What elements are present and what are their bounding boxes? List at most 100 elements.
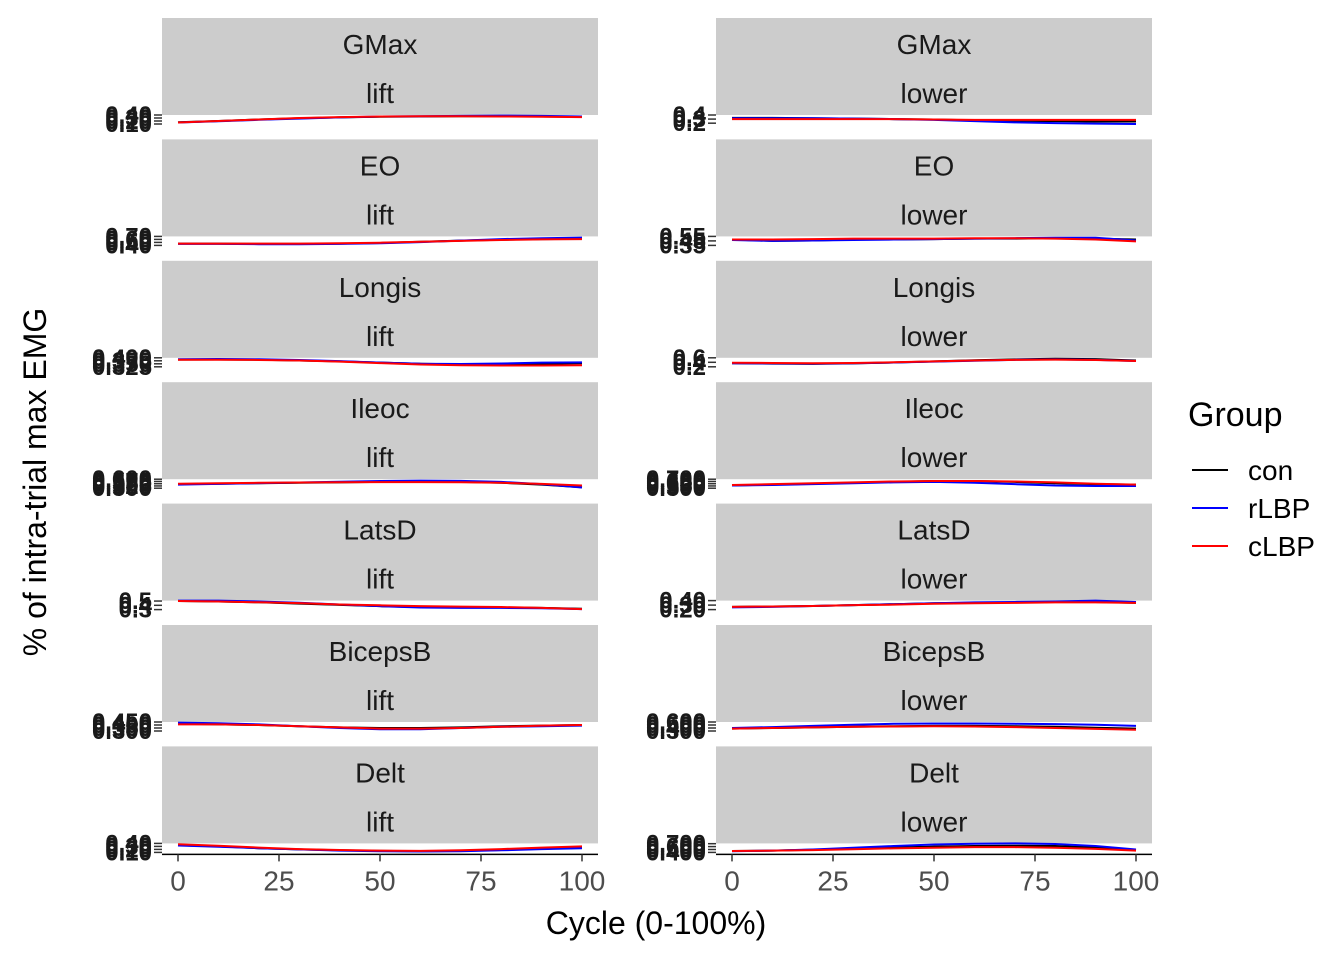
y-tick-label: 0.40 [105, 102, 152, 129]
y-tick-label: 0.500 [646, 836, 706, 863]
facet-strip [716, 503, 1152, 601]
y-tick-label: 0.600 [646, 471, 706, 498]
y-tick-label: 0.300 [646, 718, 706, 745]
strip-muscle-label: Delt [909, 757, 959, 788]
facet-strip [162, 382, 598, 480]
strip-phase-label: lower [901, 199, 968, 230]
series-line-cLBP [731, 480, 1137, 487]
y-tick-label: 0.300 [92, 718, 152, 745]
series-line-rLBP [731, 722, 1137, 729]
series-line-cLBP [731, 725, 1137, 731]
legend-title: Group [1188, 396, 1283, 434]
y-tick-label: 0.40 [659, 588, 706, 615]
y-tick-label: 0.20 [105, 108, 152, 135]
y-tick-label: 0.350 [92, 715, 152, 742]
strip-phase-label: lower [901, 564, 968, 595]
facet-strip [716, 139, 1152, 237]
series-line-cLBP [178, 723, 583, 730]
y-tick-label: 0.400 [646, 839, 706, 866]
legend: Group con rLBP cLBP [1188, 396, 1315, 562]
y-tick-label: 0.600 [92, 466, 152, 493]
strip-muscle-label: Longis [339, 272, 422, 303]
x-axes: 0 25 50 75 100 0 25 50 75 100 [162, 853, 1159, 896]
y-tick-label: 0.4 [673, 349, 707, 376]
y-tick-label: 0.400 [646, 715, 706, 742]
facet-longis-lower: Longis lower 0.20.40.6 [673, 260, 1152, 381]
x-tick-label: 50 [918, 865, 949, 896]
strip-phase-label: lower [901, 806, 968, 837]
y-tick-label: 0.40 [105, 232, 152, 259]
y-tick-label: 0.4 [119, 592, 153, 619]
series-line-cLBP [731, 358, 1137, 365]
series-line-cLBP [732, 118, 1136, 121]
series-line-cLBP [178, 238, 583, 245]
legend-item-con: con [1192, 455, 1293, 486]
series-line-cLBP [178, 358, 583, 367]
y-tick-label: 0.6 [673, 345, 706, 372]
x-axis-lift: 0 25 50 75 100 [162, 853, 605, 896]
series-line-cLBP [177, 843, 583, 852]
strip-muscle-label: Delt [355, 757, 405, 788]
y-tick-label: 0.325 [92, 354, 152, 381]
y-tick-label: 0.2 [673, 110, 706, 137]
y-tick-label: 0.2 [673, 354, 706, 381]
y-tick-label: 0.20 [105, 836, 152, 863]
series-line-cLBP [731, 601, 1137, 608]
y-tick-label: 0.40 [105, 830, 152, 857]
strip-phase-label: lift [366, 442, 394, 473]
strip-muscle-label: LatsD [343, 515, 416, 546]
y-tick-label: 0.10 [105, 111, 152, 138]
strip-phase-label: lift [366, 199, 394, 230]
y-tick-label: 0.3 [673, 106, 706, 133]
legend-item-rLBP: rLBP [1192, 493, 1310, 524]
y-tick-label: 0.575 [92, 468, 152, 495]
facet-strip [716, 625, 1152, 722]
strip-phase-label: lift [366, 685, 394, 716]
series-line-cLBP [177, 481, 583, 487]
strip-phase-label: lower [901, 442, 968, 473]
x-axis-title: Cycle (0-100%) [546, 905, 767, 941]
y-tick-label: 0.20 [659, 597, 706, 624]
facet-strip [716, 746, 1152, 844]
legend-label: con [1248, 455, 1293, 486]
y-tick-label: 0.3 [119, 597, 152, 624]
facet-eo-lower: EO lower 0.350.450.55 [659, 139, 1152, 259]
y-tick-label: 0.35 [659, 232, 706, 259]
legend-label: rLBP [1248, 493, 1310, 524]
facet-latsd-lift: LatsD lift 0.30.40.5 [119, 503, 598, 624]
y-tick-label: 0.550 [646, 473, 706, 500]
y-tick-label: 0.50 [105, 229, 152, 256]
strip-muscle-label: Longis [893, 272, 976, 303]
strip-phase-label: lift [366, 321, 394, 352]
y-tick-label: 0.5 [119, 588, 152, 615]
series-line-cLBP [731, 846, 1137, 852]
x-tick-label: 50 [364, 865, 395, 896]
y-tick-label: 0.450 [92, 709, 152, 736]
strip-phase-label: lift [366, 78, 394, 109]
y-tick-label: 0.55 [659, 223, 706, 250]
x-tick-label: 0 [724, 865, 740, 896]
y-tick-label: 0.700 [646, 831, 706, 858]
y-tick-label: 0.45 [659, 228, 706, 255]
strip-muscle-label: EO [360, 150, 400, 181]
strip-muscle-label: GMax [343, 29, 418, 60]
facet-strip [716, 18, 1152, 115]
x-tick-label: 0 [170, 865, 186, 896]
y-tick-label: 0.30 [659, 592, 706, 619]
y-tick-label: 0.500 [92, 475, 152, 502]
facet-strip [716, 260, 1152, 358]
y-tick-label: 0.10 [105, 839, 152, 866]
facet-gmax-lower: GMax lower 0.20.30.4 [673, 18, 1152, 137]
strip-muscle-label: GMax [897, 29, 972, 60]
y-tick-label: 0.700 [646, 466, 706, 493]
facet-gmax-lift: GMax lift 0.100.200.300.40 [105, 18, 598, 138]
x-tick-label: 75 [1019, 865, 1050, 896]
series-line-cLBP [177, 600, 583, 611]
y-tick-label: 0.60 [105, 226, 152, 253]
strip-phase-label: lower [901, 321, 968, 352]
facet-eo-lift: EO lift 0.400.500.600.70 [105, 139, 598, 259]
